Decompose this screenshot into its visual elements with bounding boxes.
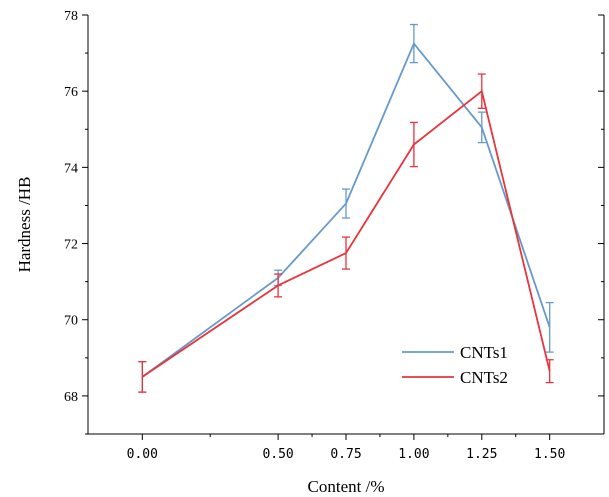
error-bar bbox=[545, 301, 554, 353]
error-bar bbox=[477, 73, 486, 109]
x-tick-label: 0.50 bbox=[262, 447, 293, 462]
y-tick-label: 70 bbox=[64, 314, 78, 329]
legend-item: CNTs1 bbox=[402, 343, 508, 362]
x-tick-label: 1.25 bbox=[466, 447, 497, 462]
error-bar bbox=[138, 360, 147, 393]
y-tick-label: 76 bbox=[64, 85, 78, 100]
y-tick-label: 74 bbox=[64, 161, 78, 176]
error-bar bbox=[342, 188, 350, 219]
series-line bbox=[141, 89, 551, 378]
legend: CNTs1 CNTs2 bbox=[402, 343, 508, 387]
y-tick-label: 68 bbox=[64, 390, 78, 405]
series-line bbox=[141, 41, 551, 378]
error-bar bbox=[409, 23, 418, 64]
error-bar bbox=[274, 273, 283, 298]
y-tick-label: 78 bbox=[64, 9, 78, 24]
x-tick-label: 1.00 bbox=[398, 447, 429, 462]
legend-item: CNTs2 bbox=[402, 368, 508, 387]
error-bar bbox=[342, 236, 350, 270]
series-CNTs2 bbox=[138, 73, 554, 393]
y-axis-title: Hardness /HB bbox=[15, 177, 34, 273]
error-bar bbox=[477, 111, 486, 144]
x-tick-label: 0.75 bbox=[330, 447, 361, 462]
legend-label: CNTs1 bbox=[460, 343, 508, 362]
error-bar bbox=[409, 121, 418, 168]
x-tick-label: 1.50 bbox=[534, 447, 565, 462]
error-bar bbox=[545, 359, 554, 384]
legend-label: CNTs2 bbox=[460, 368, 508, 387]
axes: 0.00 0.50 0.75 1.00 1.25 1.50 68 70 72 74 76 78 bbox=[64, 9, 605, 462]
series-layer bbox=[138, 23, 554, 393]
x-tick-label: 0.00 bbox=[127, 447, 158, 462]
x-axis-title: Content /% bbox=[308, 477, 385, 496]
y-tick-label: 72 bbox=[64, 238, 78, 253]
